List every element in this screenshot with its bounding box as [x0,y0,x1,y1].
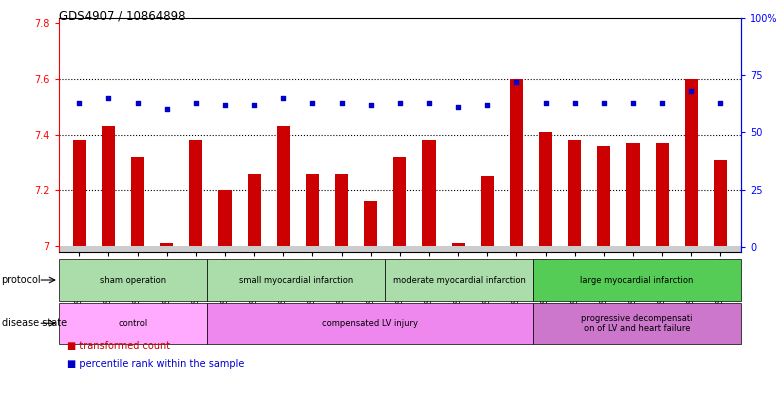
Bar [626,143,640,246]
Bar [394,157,406,246]
Bar [452,243,465,246]
Bar [248,174,260,246]
Point [394,99,406,106]
Bar [306,174,319,246]
Text: sham operation: sham operation [100,275,166,285]
Point [481,102,494,108]
Text: control: control [118,319,147,328]
Bar [160,243,173,246]
Point [306,99,318,106]
Bar [277,126,290,246]
Point [539,99,552,106]
Bar [59,259,207,301]
Point [452,104,464,110]
Point [510,79,523,85]
Text: progressive decompensati
on of LV and heart failure: progressive decompensati on of LV and he… [581,314,693,333]
Bar [510,79,523,246]
Text: large myocardial infarction: large myocardial infarction [580,275,694,285]
Point [73,99,85,106]
Text: ■ percentile rank within the sample: ■ percentile rank within the sample [67,358,244,369]
Point [365,102,377,108]
Bar [207,259,385,301]
Point [277,95,289,101]
Point [161,106,173,112]
Bar [189,140,202,246]
Point [568,99,581,106]
Point [685,88,698,94]
Bar [539,132,552,246]
Bar [597,146,611,246]
Text: GDS4907 / 10864898: GDS4907 / 10864898 [59,10,185,23]
Point [102,95,114,101]
Point [423,99,435,106]
Text: protocol: protocol [2,275,42,285]
Bar [207,303,533,344]
Bar [423,140,436,246]
Bar [364,202,377,246]
Bar [533,259,741,301]
Bar [684,79,698,246]
Bar [568,140,581,246]
Text: ■ transformed count: ■ transformed count [67,341,170,351]
Bar [73,140,85,246]
Text: small myocardial infarction: small myocardial infarction [239,275,353,285]
Bar [59,246,741,252]
Point [248,102,260,108]
Bar [102,126,115,246]
Point [336,99,348,106]
Text: compensated LV injury: compensated LV injury [322,319,418,328]
Bar [335,174,348,246]
Point [714,99,727,106]
Bar [481,176,494,246]
Point [131,99,143,106]
Bar [219,190,231,246]
Bar [655,143,669,246]
Text: moderate myocardial infarction: moderate myocardial infarction [393,275,525,285]
Bar [59,303,207,344]
Point [626,99,639,106]
Bar [385,259,533,301]
Point [190,99,202,106]
Point [597,99,610,106]
Point [656,99,669,106]
Text: disease state: disease state [2,318,67,328]
Point [219,102,231,108]
Bar [714,160,727,246]
Bar [131,157,144,246]
Bar [533,303,741,344]
